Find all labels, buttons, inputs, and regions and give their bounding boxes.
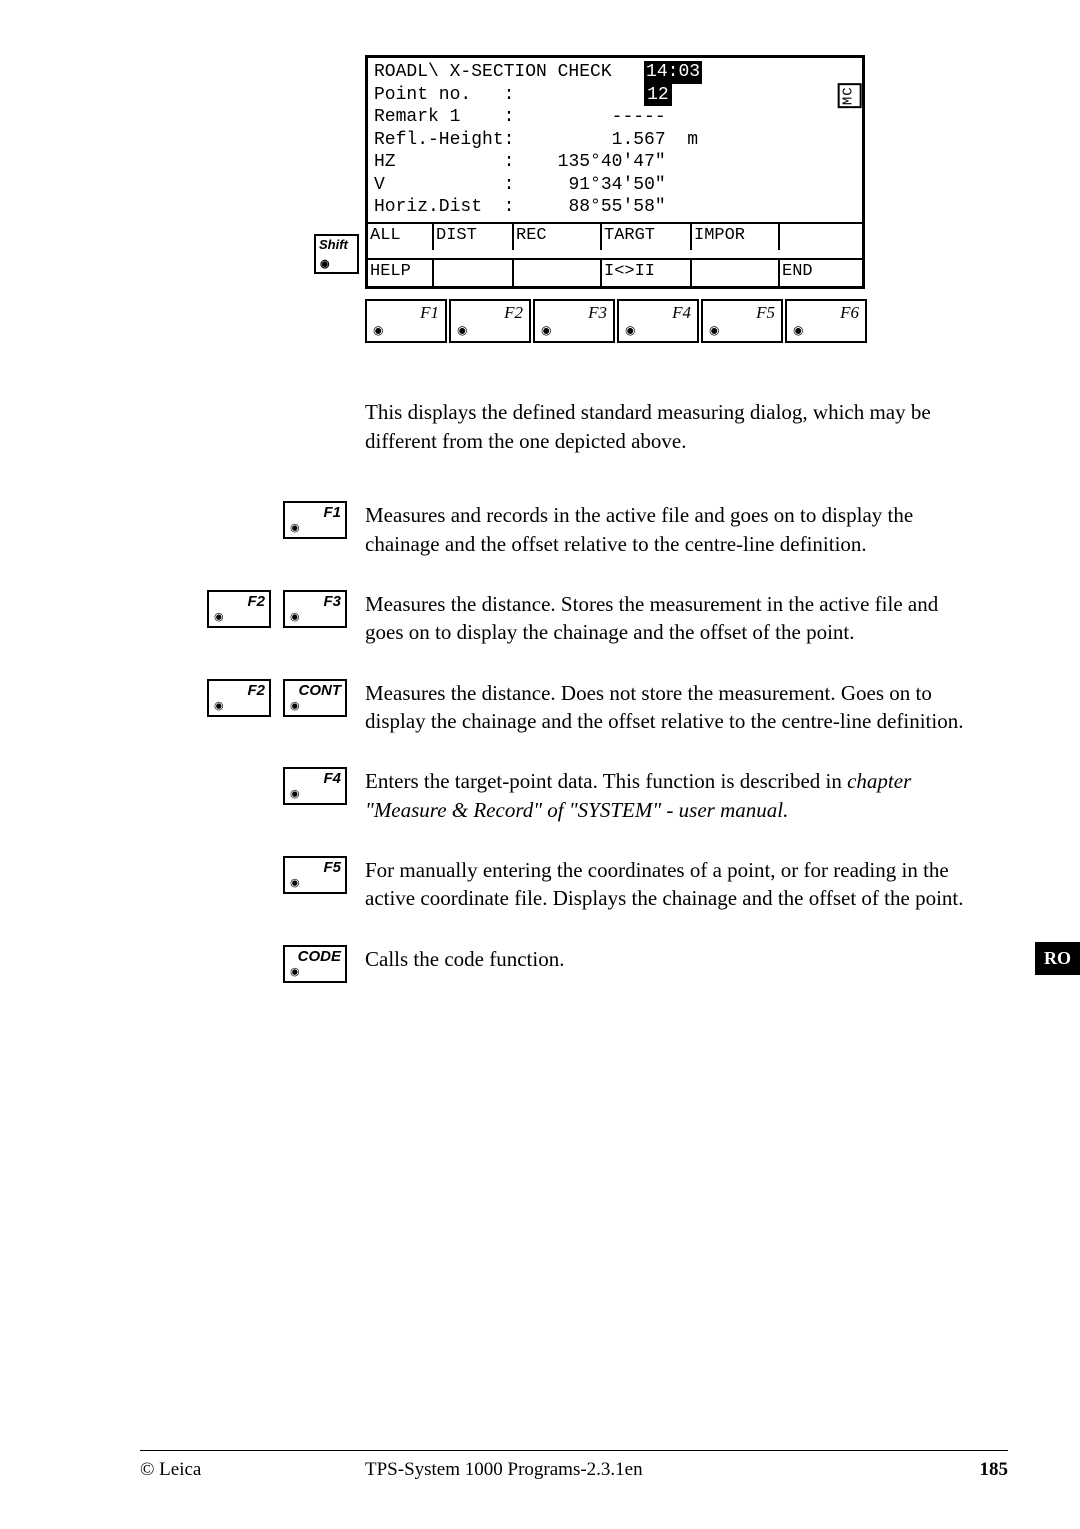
softkey-label[interactable]: END [780, 260, 860, 286]
mc-indicator: MC [838, 83, 862, 108]
row-label: Refl.-Height: [374, 129, 514, 152]
key-column: F4 [140, 767, 365, 805]
description-row: F4 Enters the target-point data. This fun… [140, 767, 1010, 824]
row-label: Point no. : [374, 84, 514, 107]
page-footer: © Leica TPS-System 1000 Programs-2.3.1en… [140, 1450, 1008, 1481]
shift-key: Shift [314, 234, 359, 274]
key-box-f3: F3 [283, 590, 347, 628]
description-text: Enters the target-point data. This funct… [365, 767, 1010, 824]
screen-title: ROADL\ X-SECTION CHECK [374, 61, 612, 84]
screen-data-row: Point no. : 12 [374, 84, 856, 107]
fkey-f1[interactable]: F1 [365, 299, 447, 343]
softkey-label[interactable]: TARGT [602, 224, 692, 250]
description-row: F5 For manually entering the coordinates … [140, 856, 1010, 913]
softkey-label[interactable]: HELP [368, 260, 434, 286]
screen-title-row: ROADL\ X-SECTION CHECK 14:03 [374, 61, 856, 84]
softkey-row-1: ALLDISTRECTARGTIMPOR [368, 222, 862, 250]
row-unit: m [666, 129, 698, 152]
screen-time: 14:03 [644, 61, 702, 84]
screen-data-row: V : 91°34'50" [374, 174, 856, 197]
softkey-label[interactable]: DIST [434, 224, 514, 250]
screen-data-row: Refl.-Height: 1.567 m [374, 129, 856, 152]
key-box-code: CODE [283, 945, 347, 983]
description-text: Calls the code function. [365, 945, 1010, 973]
softkey-label[interactable] [434, 260, 514, 286]
row-label: HZ : [374, 151, 514, 174]
section-tab-ro: RO [1035, 942, 1080, 975]
softkey-label[interactable] [514, 260, 602, 286]
description-row: F1 Measures and records in the active fil… [140, 501, 1010, 558]
row-value: 135°40'47" [558, 151, 666, 174]
softkey-row-2: HELP I<>II END [368, 258, 862, 286]
function-descriptions: F1 Measures and records in the active fil… [140, 501, 1010, 982]
row-value: 1.567 [612, 129, 666, 152]
fkey-f6[interactable]: F6 [785, 299, 867, 343]
description-text: Measures the distance. Does not store th… [365, 679, 1010, 736]
softkey-label[interactable]: REC [514, 224, 602, 250]
device-screen: MC ROADL\ X-SECTION CHECK 14:03 Point no… [365, 55, 865, 289]
footer-page-number: 185 [980, 1459, 1009, 1481]
softkey-label[interactable]: ALL [368, 224, 434, 250]
key-box-cont: CONT [283, 679, 347, 717]
fkey-row: F1F2F3F4F5F6 [365, 299, 1010, 343]
key-box-f2: F2 [207, 679, 271, 717]
description-text: Measures the distance. Stores the measur… [365, 590, 1010, 647]
fkey-f3[interactable]: F3 [533, 299, 615, 343]
footer-doc-title: TPS-System 1000 Programs-2.3.1en [365, 1459, 980, 1481]
screen-data-row: Remark 1 : ----- [374, 106, 856, 129]
description-row: F2 F3 Measures the distance. Stores the me… [140, 590, 1010, 647]
key-box-f1: F1 [283, 501, 347, 539]
row-label: V : [374, 174, 514, 197]
intro-text: This displays the defined standard measu… [365, 398, 1010, 457]
key-box-f2: F2 [207, 590, 271, 628]
key-column: F1 [140, 501, 365, 539]
key-column: F2 F3 [140, 590, 365, 628]
fkey-f4[interactable]: F4 [617, 299, 699, 343]
fkey-f5[interactable]: F5 [701, 299, 783, 343]
row-value: 88°55'58" [558, 196, 666, 219]
row-value: 91°34'50" [558, 174, 666, 197]
key-box-f4: F4 [283, 767, 347, 805]
row-value: ----- [612, 106, 666, 129]
softkey-label[interactable] [692, 260, 780, 286]
fkey-f2[interactable]: F2 [449, 299, 531, 343]
softkey-label[interactable] [780, 224, 860, 250]
softkey-label[interactable]: IMPOR [692, 224, 780, 250]
row-label: Horiz.Dist : [374, 196, 514, 219]
screen-data-row: HZ : 135°40'47" [374, 151, 856, 174]
key-column: F5 [140, 856, 365, 894]
key-column: CODE [140, 945, 365, 983]
description-text: Measures and records in the active file … [365, 501, 1010, 558]
description-row: CODE Calls the code function. [140, 945, 1010, 983]
screen-data-row: Horiz.Dist : 88°55'58" [374, 196, 856, 219]
device-screen-wrapper: MC ROADL\ X-SECTION CHECK 14:03 Point no… [365, 55, 1010, 343]
key-box-f5: F5 [283, 856, 347, 894]
row-label: Remark 1 : [374, 106, 514, 129]
softkey-label[interactable]: I<>II [602, 260, 692, 286]
row-value: 12 [644, 84, 672, 107]
description-row: F2 CONT Measures the distance. Does not st… [140, 679, 1010, 736]
key-column: F2 CONT [140, 679, 365, 717]
description-text: For manually entering the coordinates of… [365, 856, 1010, 913]
footer-copyright: © Leica [140, 1459, 365, 1481]
